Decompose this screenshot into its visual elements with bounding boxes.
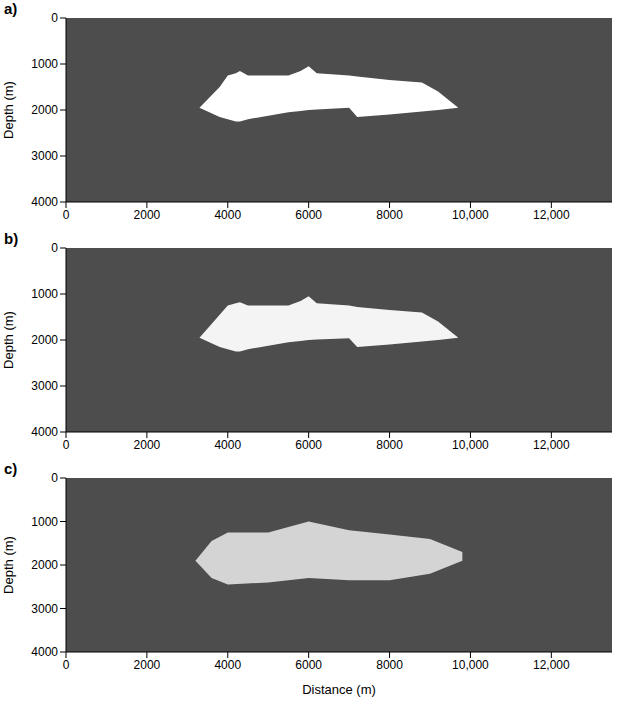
svg-text:3000: 3000 [31,149,58,163]
svg-text:0: 0 [63,208,70,222]
svg-text:6000: 6000 [295,208,322,222]
svg-text:2000: 2000 [31,333,58,347]
svg-text:Depth (m): Depth (m) [1,311,16,369]
svg-text:12,000: 12,000 [533,658,570,672]
svg-text:10,000: 10,000 [452,208,489,222]
svg-text:12,000: 12,000 [533,208,570,222]
svg-text:1000: 1000 [31,515,58,529]
svg-text:10,000: 10,000 [452,658,489,672]
svg-text:4000: 4000 [214,658,241,672]
svg-text:Depth (m): Depth (m) [1,536,16,594]
html-text:b): b) [4,230,19,247]
svg-text:2000: 2000 [134,438,161,452]
svg-text:6000: 6000 [295,438,322,452]
svg-text:4000: 4000 [31,425,58,439]
svg-text:4000: 4000 [31,195,58,209]
svg-text:6000: 6000 [295,658,322,672]
svg-text:2000: 2000 [134,658,161,672]
svg-text:12,000: 12,000 [533,438,570,452]
svg-text:2000: 2000 [31,103,58,117]
svg-text:1000: 1000 [31,57,58,71]
svg-text:1000: 1000 [31,287,58,301]
html-text:a): a) [4,0,18,17]
svg-text:Depth (m): Depth (m) [1,81,16,139]
svg-text:0: 0 [51,471,58,485]
svg-text:10,000: 10,000 [452,438,489,452]
svg-text:0: 0 [63,658,70,672]
html-text:c): c) [4,460,18,477]
svg-text:8000: 8000 [376,438,403,452]
svg-text:8000: 8000 [376,208,403,222]
svg-text:8000: 8000 [376,658,403,672]
svg-text:4000: 4000 [214,438,241,452]
svg-text:0: 0 [63,438,70,452]
svg-text:4000: 4000 [31,645,58,659]
svg-text:Distance (m): Distance (m) [302,682,376,697]
svg-text:0: 0 [51,241,58,255]
svg-text:3000: 3000 [31,379,58,393]
svg-text:3000: 3000 [31,602,58,616]
svg-text:0: 0 [51,11,58,25]
svg-text:2000: 2000 [134,208,161,222]
svg-text:2000: 2000 [31,558,58,572]
svg-text:4000: 4000 [214,208,241,222]
